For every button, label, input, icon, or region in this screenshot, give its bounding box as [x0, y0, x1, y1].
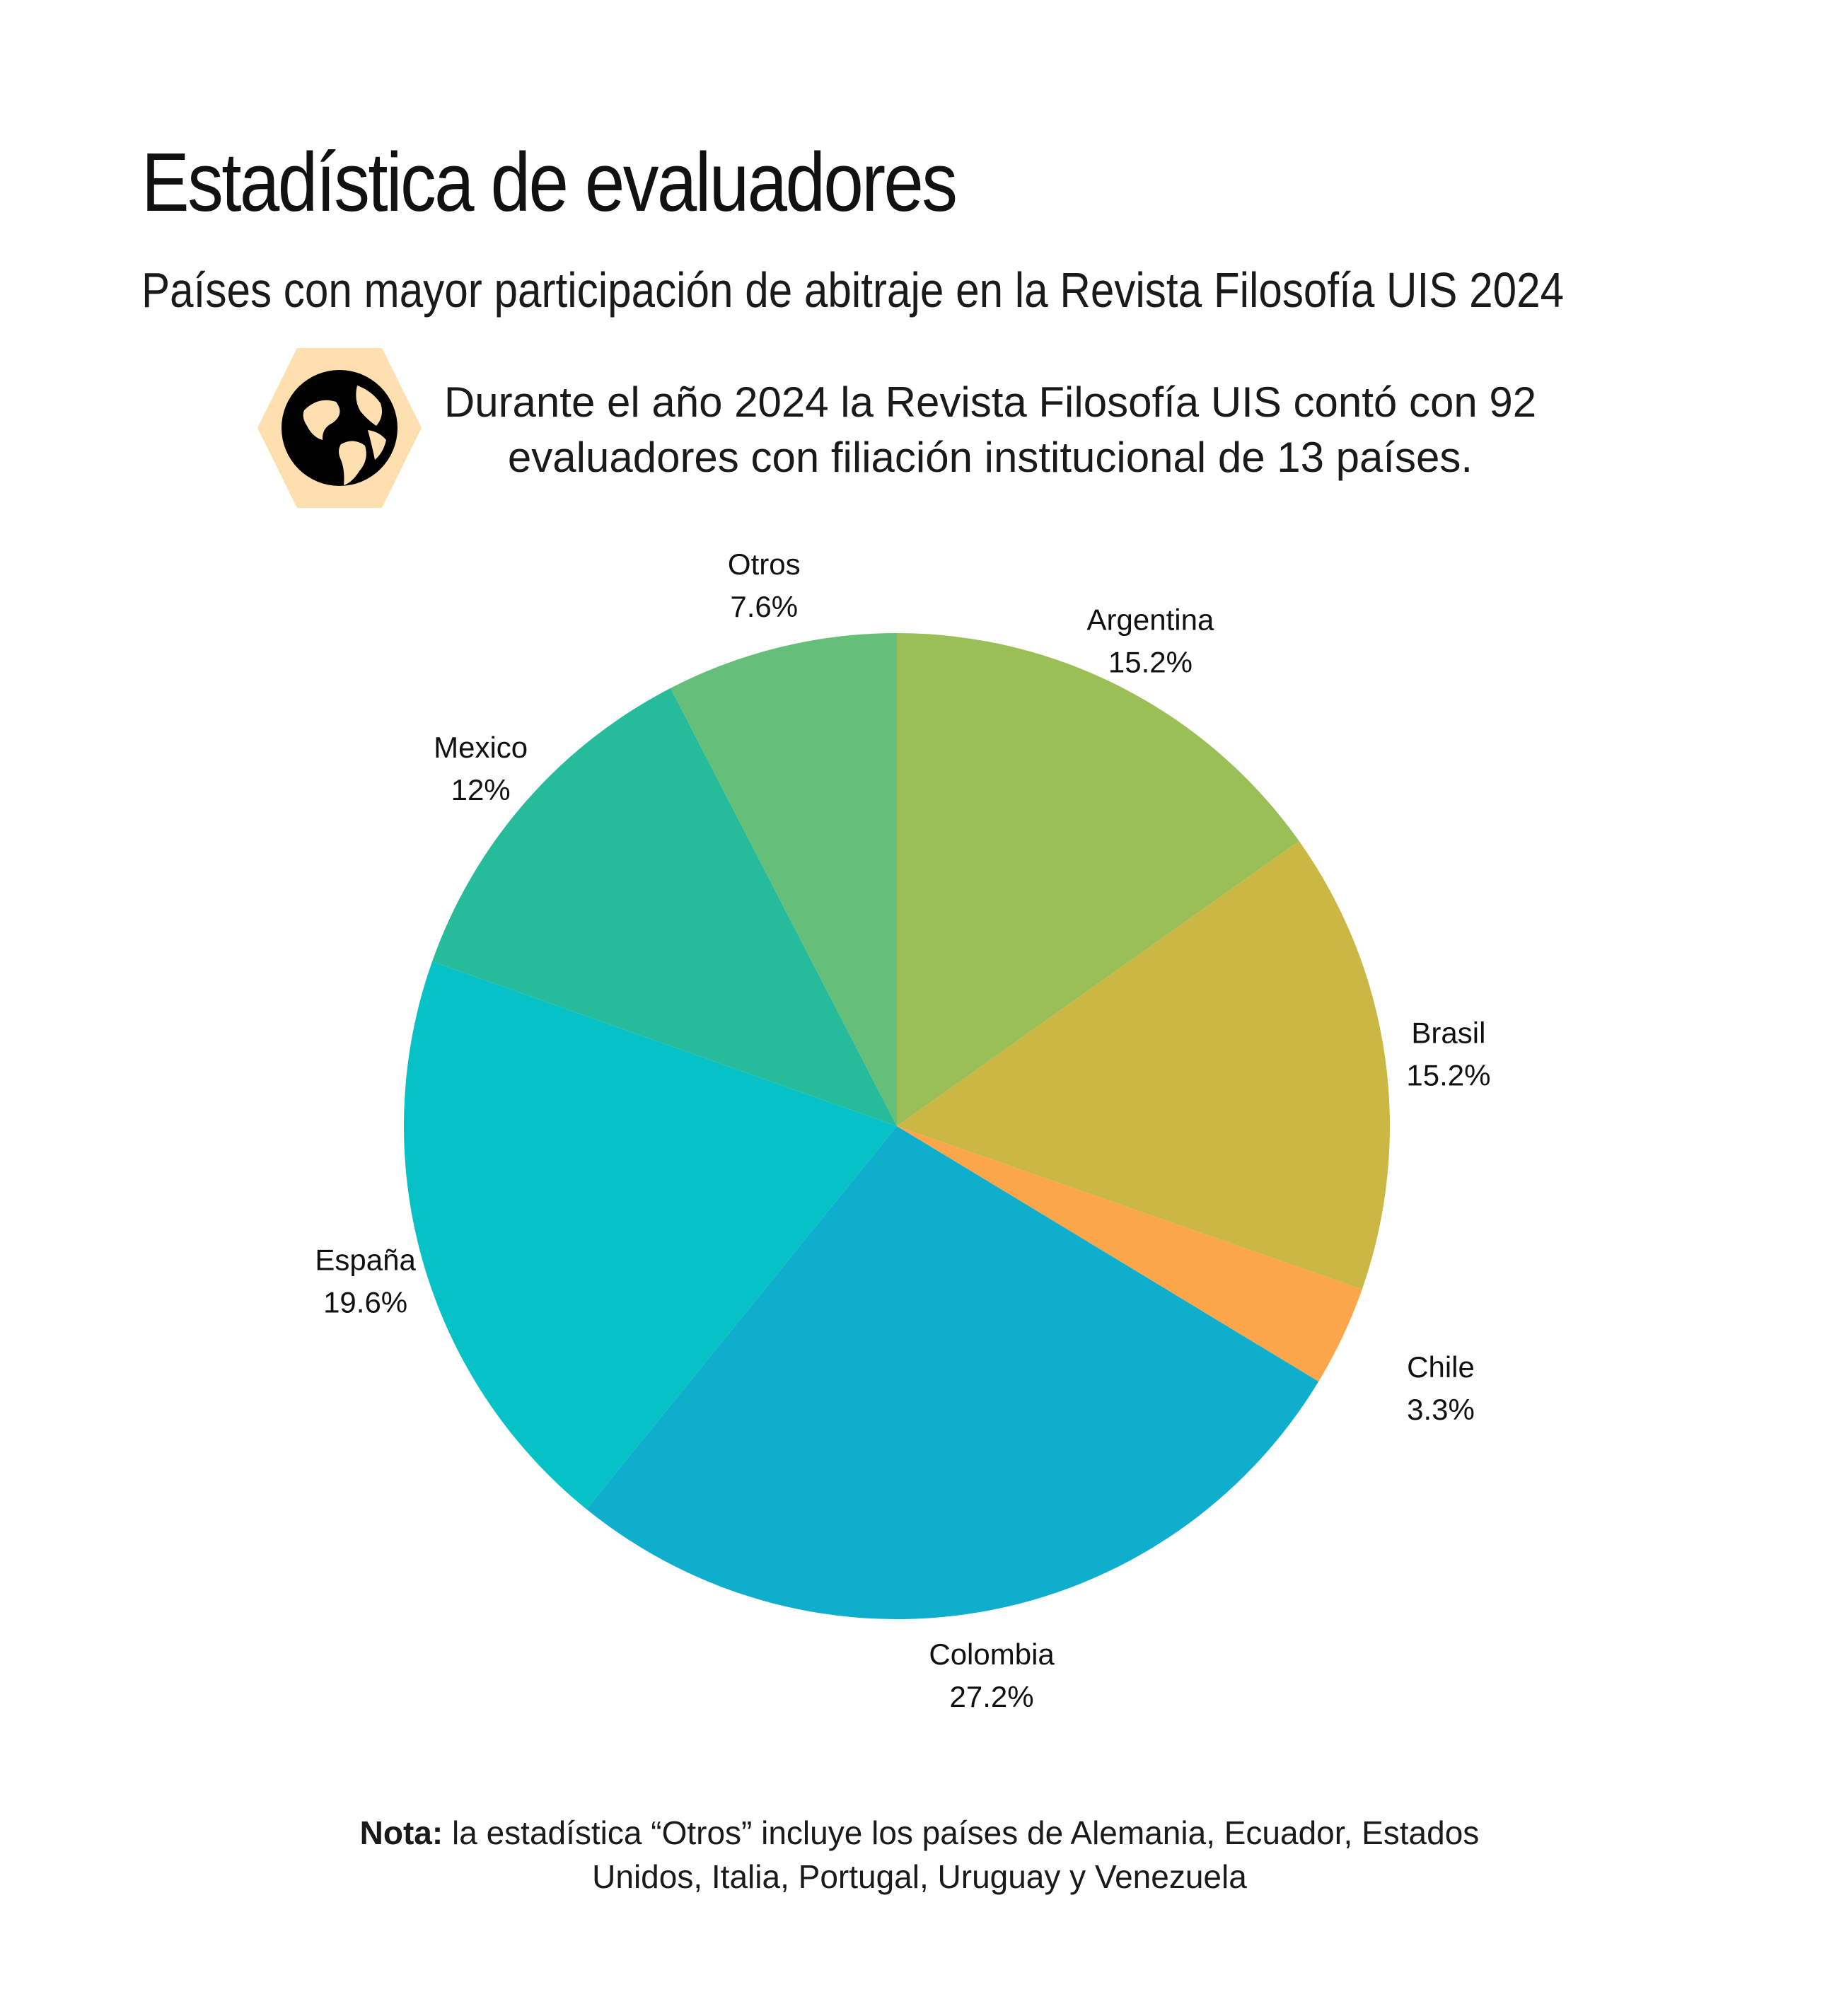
slice-value-brasil: 15.2%: [1406, 1058, 1490, 1091]
pie-chart: Argentina 15.2% Brasil 15.2% Chile 3.3% Colomb…: [315, 548, 1490, 1713]
intro-text: Durante el año 2024 la Revista Filosofía…: [424, 375, 1556, 485]
globe-badge: [257, 348, 422, 508]
slice-value-otros: 7.6%: [730, 590, 798, 623]
slice-value-mexico: 12%: [451, 773, 511, 806]
slice-label-españa: España: [315, 1244, 416, 1277]
slice-label-colombia: Colombia: [929, 1638, 1055, 1671]
slice-label-mexico: Mexico: [434, 731, 528, 764]
slice-value-españa: 19.6%: [323, 1286, 407, 1319]
slice-value-colombia: 27.2%: [950, 1680, 1034, 1713]
globe-icon: [282, 370, 398, 486]
slice-label-otros: Otros: [728, 548, 801, 581]
footnote-line-2: Unidos, Italia, Portugal, Uruguay y Vene…: [592, 1858, 1247, 1895]
pie-slice-colombia: [586, 1126, 1319, 1619]
slice-value-chile: 3.3%: [1407, 1393, 1475, 1426]
slice-label-brasil: Brasil: [1411, 1016, 1485, 1049]
intro-line-1: Durante el año 2024 la Revista Filosofía…: [443, 378, 1537, 426]
pie-slice-argentina: [897, 633, 1299, 1126]
slice-value-argentina: 15.2%: [1108, 646, 1193, 679]
pie-slice-españa: [404, 961, 897, 1510]
slice-label-argentina: Argentina: [1087, 603, 1214, 637]
footnote-line-1: Nota: la estadística “Otros” incluye los…: [212, 1811, 1627, 1855]
slice-label-chile: Chile: [1407, 1350, 1475, 1384]
intro-line-2: evaluadores con filiación institucional …: [507, 434, 1473, 481]
footnote-text-1: la estadística “Otros” incluye los paíse…: [443, 1814, 1480, 1851]
pie-slice-otros: [670, 633, 897, 1126]
intro-panel: Durante el año 2024 la Revista Filosofía…: [255, 347, 1536, 509]
pie-slice-brasil: [897, 840, 1390, 1290]
page-title: Estadística de evaluadores: [141, 136, 958, 229]
pie-slice-chile: [897, 1126, 1362, 1382]
footnote: Nota: la estadística “Otros” incluye los…: [212, 1811, 1627, 1899]
footnote-label: Nota:: [359, 1814, 443, 1851]
pie-slice-mexico: [432, 688, 897, 1126]
page-subtitle: Países con mayor participación de abitra…: [141, 262, 1565, 318]
